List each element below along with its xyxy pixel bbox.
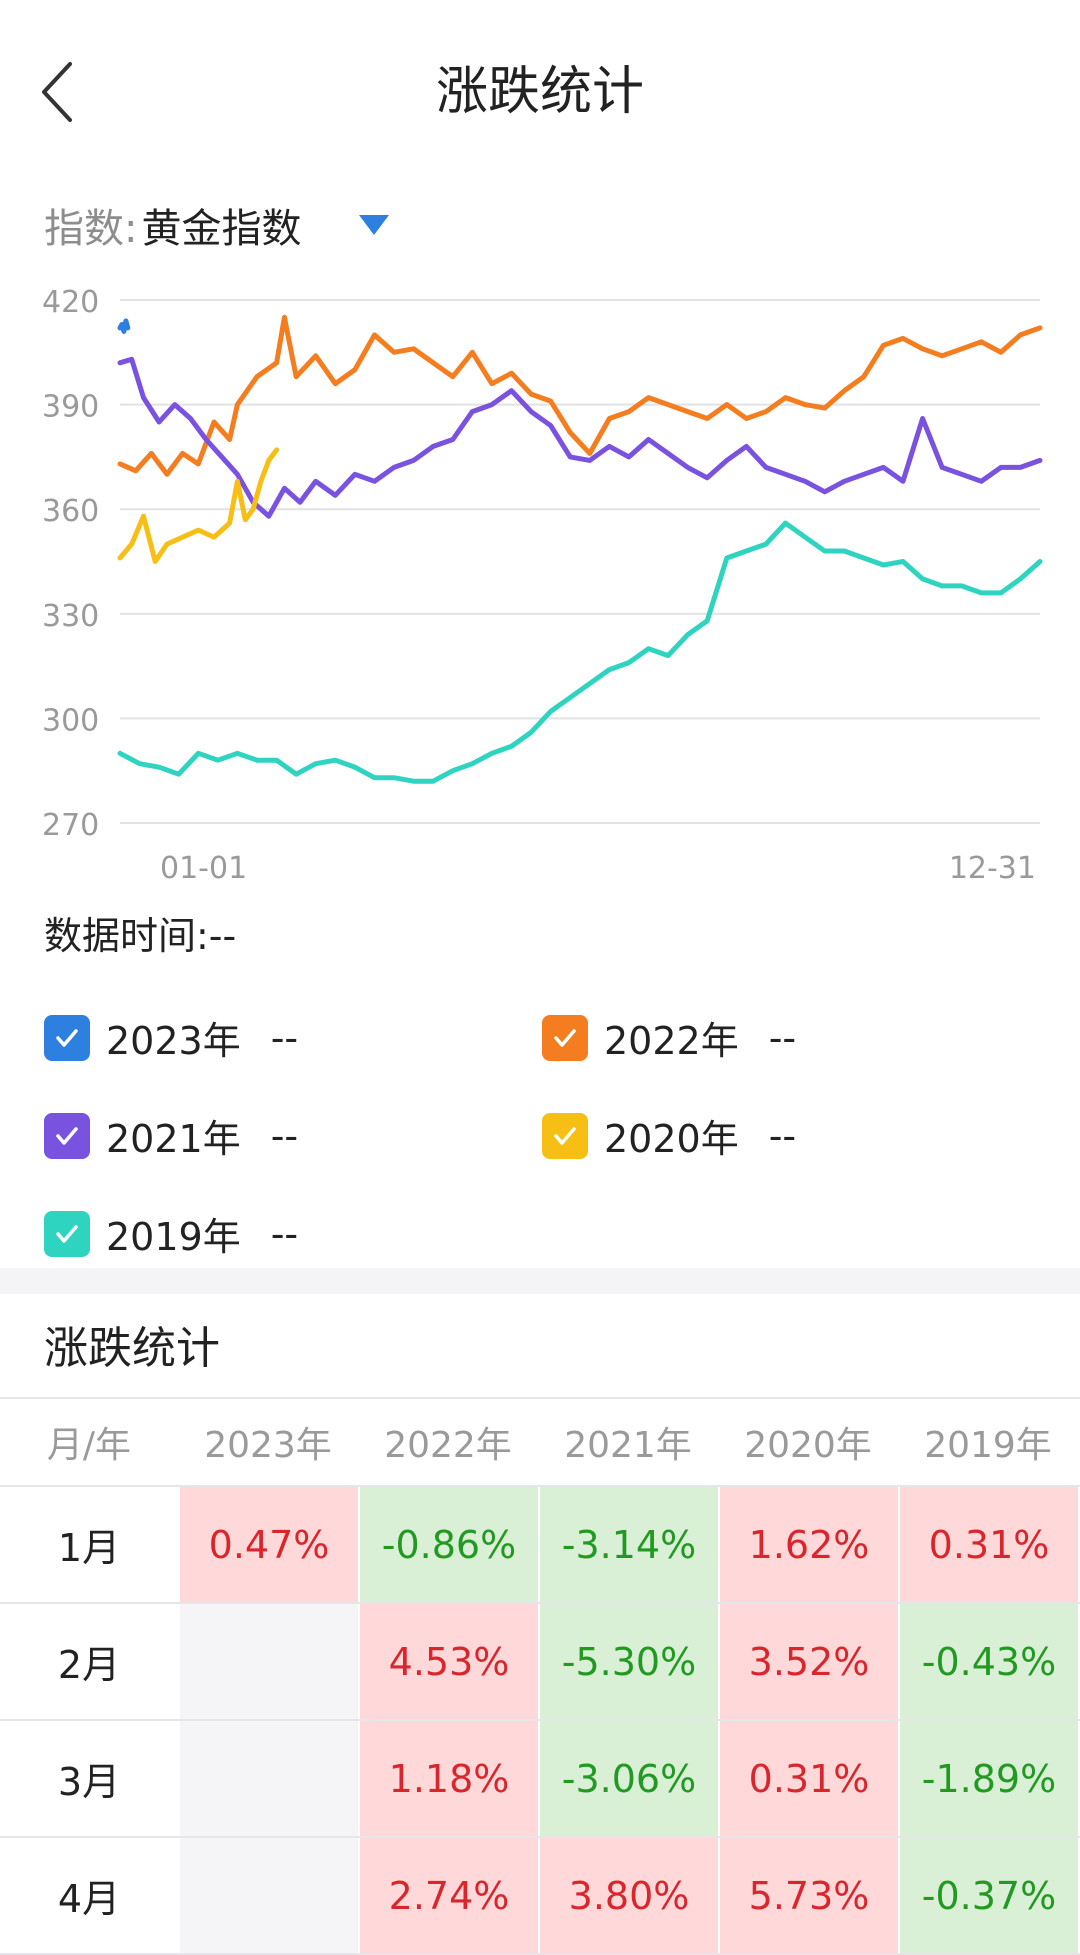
table-cell: 4.53% (360, 1604, 538, 1719)
header-year: 2023年 (204, 1425, 332, 1466)
table-cell: -5.30% (540, 1604, 718, 1719)
table-cell: -0.37% (900, 1838, 1078, 1953)
row-month-label: 4月 (57, 1877, 121, 1921)
data-time: 数据时间:-- (44, 914, 237, 958)
series-line-2020年 (117, 447, 280, 564)
table-row: 1月 0.47% -0.86% -3.14% 1.62% 0.31% (0, 1487, 1080, 1604)
table-cell: -3.06% (540, 1721, 718, 1836)
table-cell: 1.62% (720, 1487, 898, 1602)
legend-value: -- (768, 1113, 797, 1158)
legend-value: -- (768, 1015, 797, 1060)
header-year: 2019年 (924, 1425, 1052, 1466)
checkbox-checked-icon[interactable] (542, 1014, 588, 1061)
index-label: 指数: (44, 206, 138, 252)
table-cell: 0.47% (180, 1487, 358, 1602)
y-tick-label: 330 (42, 599, 99, 634)
series-line-2021年 (117, 356, 1043, 519)
line-chart: 420 390 360 330 300 270 01-01 12-31 (42, 285, 1043, 886)
header-year: 2021年 (564, 1425, 692, 1466)
legend-year: 2019年 (106, 1215, 241, 1259)
dropdown-triangle-icon[interactable] (359, 215, 390, 235)
header-year: 2020年 (744, 1425, 872, 1466)
legend-year: 2021年 (106, 1117, 241, 1161)
row-month-label: 1月 (57, 1526, 121, 1570)
divider-line (0, 1397, 1080, 1399)
table-row: 3月 1.18% -3.06% 0.31% -1.89% (0, 1721, 1080, 1838)
table-cell: 3.80% (540, 1838, 718, 1953)
series-line-2023年 (117, 318, 131, 334)
table-cell: 0.31% (900, 1487, 1078, 1602)
table-cell: 2.74% (360, 1838, 538, 1953)
legend-year: 2023年 (106, 1019, 241, 1063)
legend-value: -- (270, 1211, 299, 1256)
back-button[interactable] (36, 52, 86, 132)
legend-year: 2020年 (604, 1117, 739, 1161)
header: 涨跌统计 (0, 0, 1080, 180)
table-row: 2月 4.53% -5.30% 3.52% -0.43% (0, 1604, 1080, 1721)
table-cell: -0.86% (360, 1487, 538, 1602)
y-tick-label: 360 (42, 494, 99, 529)
table-header: 月/年 2023年 2022年 2021年 2020年 2019年 (0, 1399, 1080, 1487)
row-month-label: 2月 (57, 1643, 121, 1687)
y-tick-label: 420 (42, 285, 99, 320)
checkbox-checked-icon[interactable] (542, 1112, 588, 1159)
table-cell: 1.18% (360, 1721, 538, 1836)
page-title: 涨跌统计 (435, 62, 644, 122)
table-cell: 0.31% (720, 1721, 898, 1836)
table-cell: 5.73% (720, 1838, 898, 1953)
section-divider (0, 1268, 1080, 1294)
header-year: 2022年 (384, 1425, 512, 1466)
y-tick-label: 300 (42, 703, 99, 738)
legend-item[interactable]: 2021年 -- (44, 1108, 298, 1163)
y-tick-label: 390 (42, 390, 99, 425)
table-cell: -1.89% (900, 1721, 1078, 1836)
y-tick-label: 270 (42, 808, 99, 843)
checkbox-checked-icon[interactable] (44, 1210, 90, 1257)
legend: 2023年 -- 2022年 -- 2021年 -- 2020年 -- 2019年 -- (44, 1010, 1044, 1259)
legend-item[interactable]: 2023年 -- (44, 1010, 298, 1065)
legend-value: -- (270, 1015, 299, 1060)
table-row: 4月 2.74% 3.80% 5.73% -0.37% (0, 1838, 1080, 1955)
table-cell (180, 1604, 358, 1719)
legend-year: 2022年 (604, 1019, 739, 1063)
legend-value: -- (270, 1113, 299, 1158)
series-line-2022年 (117, 314, 1043, 477)
x-tick-label: 12-31 (949, 851, 1036, 886)
table-cell (180, 1838, 358, 1953)
table-body: 1月 0.47% -0.86% -3.14% 1.62% 0.31% 2月 4.53% -5.3… (0, 1487, 1080, 1955)
header-month-year: 月/年 (46, 1425, 132, 1466)
table-cell: 3.52% (720, 1604, 898, 1719)
row-month-label: 3月 (57, 1760, 121, 1804)
stats-title: 涨跌统计 (44, 1323, 220, 1374)
x-tick-label: 01-01 (160, 851, 247, 886)
index-value[interactable]: 黄金指数 (141, 206, 302, 252)
legend-item[interactable]: 2022年 -- (542, 1010, 796, 1065)
table-cell: -3.14% (540, 1487, 718, 1602)
stats-table: 月/年 2023年 2022年 2021年 2020年 2019年 1月 0.47% -0.8… (0, 1399, 1080, 1955)
series-line-2019年 (117, 520, 1043, 784)
index-selector[interactable]: 指数: 黄金指数 (44, 190, 390, 260)
table-cell: -0.43% (900, 1604, 1078, 1719)
table-cell (180, 1721, 358, 1836)
legend-item[interactable]: 2020年 -- (542, 1108, 796, 1163)
legend-item[interactable]: 2019年 -- (44, 1206, 298, 1261)
checkbox-checked-icon[interactable] (44, 1014, 90, 1061)
checkbox-checked-icon[interactable] (44, 1112, 90, 1159)
chevron-left-icon (42, 62, 72, 122)
